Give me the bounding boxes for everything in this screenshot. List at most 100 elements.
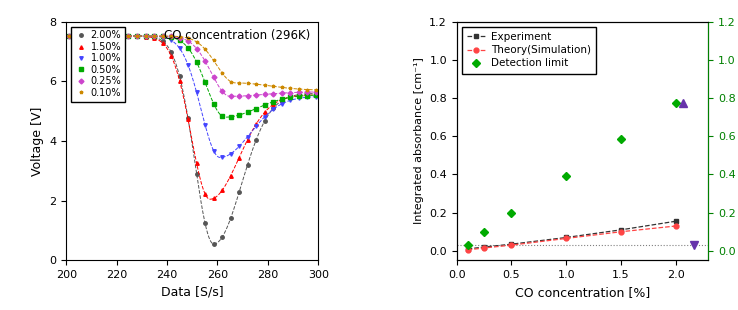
- 1.50%: [90, 34, 99, 38]
- 1.00%: [311, 95, 320, 99]
- 0.10%: [73, 34, 82, 38]
- 1.50%: [218, 188, 227, 192]
- Theory(Simulation): [562, 237, 570, 240]
- 0.25%: [277, 91, 286, 95]
- 0.50%: [141, 34, 150, 38]
- 2.00%: [99, 34, 108, 38]
- 0.25%: [133, 34, 142, 38]
- 2.00%: [64, 34, 73, 38]
- 2.00%: [252, 138, 261, 142]
- X-axis label: CO concentration [%]: CO concentration [%]: [515, 286, 650, 299]
- 0.25%: [286, 91, 294, 95]
- 0.10%: [201, 47, 210, 51]
- 1.00%: [261, 115, 269, 119]
- 1.00%: [81, 34, 90, 38]
- Detection limit: [463, 243, 472, 247]
- 0.50%: [294, 94, 303, 98]
- 0.50%: [99, 34, 108, 38]
- 0.10%: [175, 35, 184, 38]
- Line: 2.00%: 2.00%: [67, 34, 317, 246]
- 0.50%: [90, 34, 99, 38]
- 0.10%: [244, 82, 252, 85]
- 1.00%: [184, 63, 193, 67]
- 2.00%: [226, 217, 235, 220]
- 1.00%: [141, 34, 150, 38]
- 0.10%: [116, 34, 125, 38]
- 2.00%: [116, 34, 125, 38]
- 1.00%: [226, 152, 235, 156]
- 1.50%: [277, 98, 286, 101]
- 0.25%: [235, 94, 244, 98]
- 1.50%: [64, 34, 73, 38]
- 2.00%: [81, 34, 90, 38]
- 0.25%: [150, 34, 159, 38]
- 0.25%: [167, 35, 176, 38]
- 1.50%: [209, 197, 218, 200]
- 1.50%: [201, 192, 210, 196]
- 2.00%: [235, 190, 244, 194]
- Experiment: [480, 245, 489, 249]
- 0.25%: [294, 91, 303, 94]
- 0.25%: [175, 36, 184, 40]
- 1.00%: [99, 34, 108, 38]
- 1.50%: [269, 103, 277, 106]
- 2.00%: [277, 99, 286, 103]
- 0.50%: [269, 100, 277, 104]
- 1.00%: [201, 123, 210, 127]
- 0.50%: [286, 95, 294, 99]
- 0.50%: [261, 103, 269, 107]
- 0.50%: [303, 94, 311, 97]
- 0.50%: [209, 102, 218, 105]
- 0.50%: [184, 46, 193, 50]
- 0.25%: [192, 46, 201, 50]
- Line: Detection limit: Detection limit: [464, 100, 679, 248]
- Detection limit: [480, 230, 489, 234]
- 0.25%: [184, 39, 193, 43]
- 0.50%: [124, 34, 133, 38]
- 1.00%: [175, 46, 184, 50]
- 0.25%: [209, 75, 218, 79]
- 1.50%: [244, 138, 252, 141]
- 1.50%: [81, 34, 90, 38]
- Theory(Simulation): [480, 246, 489, 250]
- 1.50%: [311, 93, 320, 97]
- 0.50%: [192, 60, 201, 64]
- X-axis label: Data [S/s]: Data [S/s]: [161, 286, 224, 299]
- 1.00%: [64, 34, 73, 38]
- 0.10%: [218, 71, 227, 75]
- 0.50%: [252, 107, 261, 110]
- 0.50%: [107, 34, 116, 38]
- 1.00%: [303, 95, 311, 99]
- 1.50%: [252, 122, 261, 126]
- 1.50%: [124, 34, 133, 38]
- 1.00%: [158, 35, 167, 39]
- 1.50%: [184, 117, 193, 121]
- 0.10%: [226, 80, 235, 83]
- 0.50%: [150, 34, 159, 38]
- 0.10%: [235, 81, 244, 85]
- 0.50%: [167, 36, 176, 39]
- 1.50%: [107, 34, 116, 38]
- 1.50%: [286, 95, 294, 99]
- 0.25%: [158, 34, 167, 38]
- 1.50%: [192, 161, 201, 165]
- 1.00%: [90, 34, 99, 38]
- 2.00%: [150, 35, 159, 39]
- 0.25%: [90, 34, 99, 38]
- 0.50%: [201, 81, 210, 84]
- Detection limit: [562, 175, 570, 178]
- 0.10%: [107, 34, 116, 38]
- 0.50%: [133, 34, 142, 38]
- Line: Theory(Simulation): Theory(Simulation): [465, 224, 678, 252]
- 0.10%: [303, 88, 311, 91]
- 0.25%: [107, 34, 116, 38]
- 0.10%: [311, 88, 320, 92]
- 1.50%: [226, 174, 235, 178]
- 1.00%: [252, 124, 261, 128]
- 0.10%: [150, 34, 159, 38]
- 1.00%: [294, 96, 303, 100]
- 1.50%: [294, 94, 303, 98]
- 2.00%: [167, 50, 176, 54]
- Line: 0.25%: 0.25%: [67, 34, 317, 98]
- 0.10%: [81, 34, 90, 38]
